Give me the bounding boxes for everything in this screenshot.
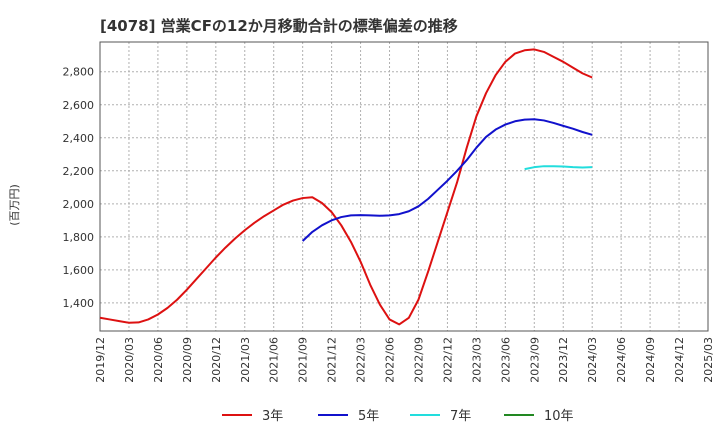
x-tick-label: 2021/09 <box>297 337 310 383</box>
series-line-2 <box>524 165 593 171</box>
x-tick-label: 2022/12 <box>441 337 454 383</box>
y-axis: 1,400 1,600 1,800 2,000 2,200 2,400 2,600 2,800 <box>63 66 95 310</box>
legend: 3年 5年 7年 10年 <box>222 409 574 424</box>
series-line-1 <box>301 118 593 242</box>
grid <box>99 42 709 331</box>
x-tick-label: 2020/09 <box>181 337 194 383</box>
x-tick-label: 2022/06 <box>384 337 397 383</box>
plot-area <box>99 41 709 332</box>
x-tick-label: 2025/03 <box>702 337 715 383</box>
y-tick-label: 2,600 <box>63 99 95 112</box>
x-tick-label: 2022/09 <box>412 337 425 383</box>
legend-label-3: 10年 <box>544 409 574 424</box>
y-tick-label: 2,000 <box>63 198 95 211</box>
chart-title: [4078] 営業CFの12か月移動合計の標準偏差の推移 <box>100 17 458 35</box>
x-tick-label: 2023/09 <box>528 337 541 383</box>
x-tick-label: 2021/03 <box>239 337 252 383</box>
plot-frame <box>99 41 709 332</box>
x-tick-label: 2024/09 <box>644 337 657 383</box>
y-axis-label: (百万円) <box>8 184 21 226</box>
legend-label-1: 5年 <box>358 409 379 424</box>
x-tick-label: 2021/06 <box>268 337 281 383</box>
x-tick-label: 2020/12 <box>210 337 223 383</box>
x-tick-label: 2022/03 <box>355 337 368 383</box>
x-tick-label: 2024/03 <box>586 337 599 383</box>
y-tick-label: 2,400 <box>63 132 95 145</box>
x-tick-label: 2020/03 <box>123 337 136 383</box>
series-lines <box>99 48 593 326</box>
legend-label-2: 7年 <box>450 409 471 424</box>
y-tick-label: 1,600 <box>63 264 95 277</box>
x-tick-label: 2024/12 <box>673 337 686 383</box>
x-tick-label: 2020/06 <box>152 337 165 383</box>
y-tick-label: 2,200 <box>63 165 95 178</box>
x-tick-label: 2023/03 <box>470 337 483 383</box>
x-tick-label: 2023/06 <box>499 337 512 383</box>
x-tick-label: 2019/12 <box>94 337 107 383</box>
y-tick-label: 1,800 <box>63 231 95 244</box>
x-tick-label: 2021/12 <box>326 337 339 383</box>
y-tick-label: 2,800 <box>63 66 95 79</box>
x-axis: 2019/12 2020/03 2020/06 2020/09 2020/12 2021/… <box>94 337 715 383</box>
legend-label-0: 3年 <box>262 409 283 424</box>
x-tick-label: 2023/12 <box>557 337 570 383</box>
y-tick-label: 1,400 <box>63 297 95 310</box>
series-line-0 <box>99 48 593 326</box>
x-tick-label: 2024/06 <box>615 337 628 383</box>
